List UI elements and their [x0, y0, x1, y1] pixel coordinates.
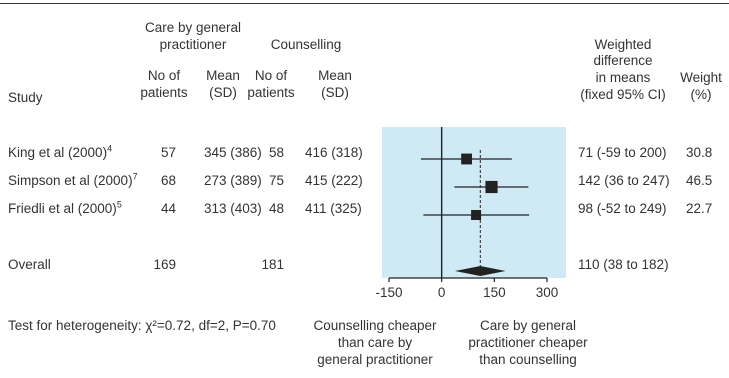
study-name: Friedli et al (2000)5	[8, 199, 122, 216]
gp-n: 57	[160, 145, 176, 160]
gp-n: 44	[160, 201, 176, 216]
overall-diff-text: 110 (38 to 182)	[578, 257, 669, 272]
c-n: 75	[268, 173, 284, 188]
overall-diamond	[455, 266, 506, 276]
header-gp-line1: Care by general	[144, 20, 242, 35]
header-diff-2: difference	[593, 53, 653, 68]
x-tick-label: 300	[536, 285, 559, 300]
c-n: 58	[268, 145, 284, 160]
diff-text: 142 (36 to 247)	[578, 173, 670, 188]
favours-left-3: general practitioner	[317, 352, 433, 367]
study-name: Simpson et al (2000)7	[8, 171, 138, 188]
header-c-mean-1: Mean	[318, 68, 352, 83]
header-weight-2: (%)	[690, 87, 712, 102]
study-estimate-square	[461, 153, 473, 165]
study-estimate-square	[471, 209, 482, 221]
x-tick-label: -150	[375, 285, 402, 300]
header-gp-mean-2: (SD)	[209, 85, 237, 100]
overall-label: Overall	[8, 257, 51, 272]
header-diff-3: in means	[595, 70, 651, 85]
x-tick-label: 0	[438, 285, 446, 300]
gp-mean: 313 (403)	[204, 201, 262, 216]
overall-c-n: 181	[261, 257, 284, 272]
c-mean: 416 (318)	[305, 145, 363, 160]
overall-gp-n: 169	[153, 257, 176, 272]
header-gp-mean-1: Mean	[206, 68, 240, 83]
study-estimate-square	[485, 180, 498, 194]
gp-n: 68	[160, 173, 176, 188]
header-c-n-2: patients	[247, 85, 295, 100]
favours-right-3: than counselling	[479, 352, 577, 367]
diff-text: 98 (-52 to 249)	[578, 201, 667, 216]
favours-left-2: than care by	[337, 335, 413, 350]
gp-mean: 273 (389)	[204, 173, 262, 188]
x-tick-label: 150	[483, 285, 506, 300]
c-mean: 411 (325)	[305, 201, 362, 216]
c-n: 48	[268, 201, 284, 216]
heterogeneity-test: Test for heterogeneity: χ²=0.72, df=2, P…	[8, 318, 276, 333]
header-c-n-1: No of	[254, 68, 288, 83]
header-gp-n-2: patients	[140, 85, 188, 100]
study-name: King et al (2000)4	[8, 143, 113, 160]
favours-right-1: Care by general	[479, 318, 577, 333]
plot-panel	[382, 127, 566, 278]
weight-text: 46.5	[686, 173, 713, 188]
weight-text: 22.7	[686, 201, 713, 216]
diff-text: 71 (-59 to 200)	[578, 145, 667, 160]
header-gp-line2: practitioner	[159, 37, 227, 52]
header-gp-n-1: No of	[147, 68, 181, 83]
top-rule	[0, 3, 729, 4]
gp-mean: 345 (386)	[204, 145, 262, 160]
weight-text: 30.8	[686, 145, 713, 160]
header-counselling: Counselling	[270, 37, 342, 52]
header-weight-1: Weight	[680, 70, 722, 85]
c-mean: 415 (222)	[305, 173, 363, 188]
header-study: Study	[8, 90, 43, 105]
favours-right-2: practitioner cheaper	[468, 335, 588, 350]
header-c-mean-2: (SD)	[321, 85, 349, 100]
header-diff-4: (fixed 95% CI)	[580, 87, 666, 102]
favours-left-1: Counselling cheaper	[313, 318, 437, 333]
header-diff-1: Weighted	[594, 37, 652, 52]
